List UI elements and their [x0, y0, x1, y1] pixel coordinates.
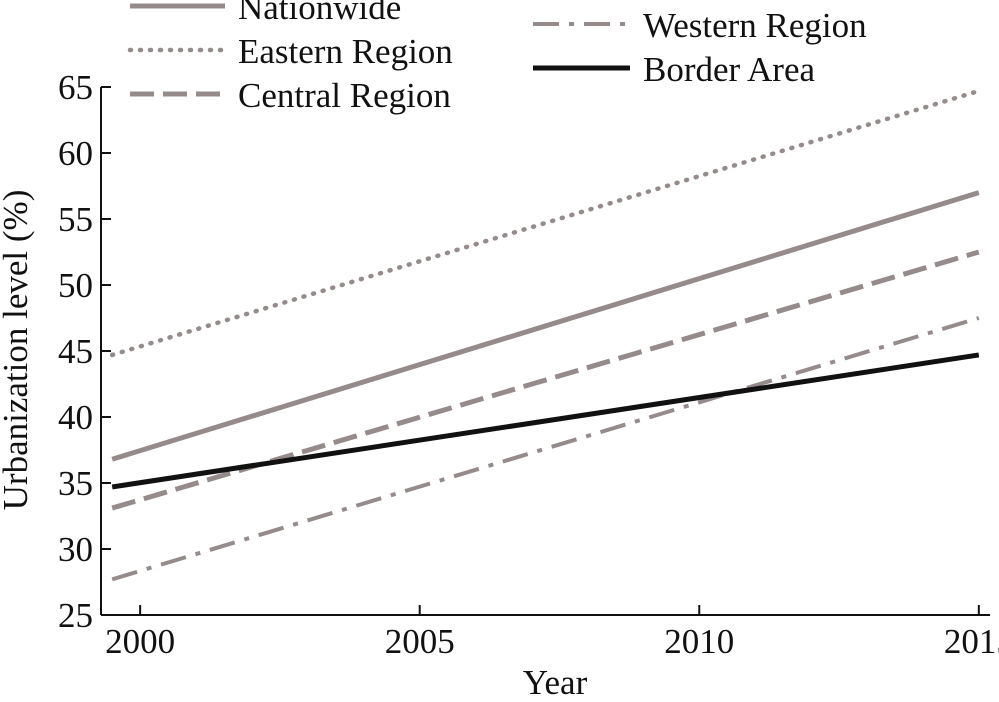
- legend: Nationwide Eastern Region Central Region We…: [127, 0, 867, 115]
- x-tick-label: 2000: [105, 622, 175, 661]
- y-tick-label: 55: [58, 200, 93, 239]
- y-tick-label: 45: [58, 332, 93, 371]
- x-tick-label: 2015: [944, 622, 999, 661]
- series-line-eastern-region: [109, 88, 982, 358]
- series-line-western-region: [111, 316, 980, 582]
- legend-item-eastern-region: Eastern Region: [127, 32, 453, 71]
- legend-item-nationwide: Nationwide: [130, 0, 401, 27]
- series-line-border-area: [111, 352, 980, 490]
- legend-label-western-region: Western Region: [643, 6, 867, 45]
- y-tick-label: 60: [58, 134, 93, 173]
- legend-item-western-region: Western Region: [533, 6, 867, 45]
- series-line-nationwide: [111, 190, 980, 462]
- legend-item-border-area: Border Area: [533, 50, 815, 89]
- x-tick-label: 2010: [664, 622, 734, 661]
- y-tick-label: 50: [58, 266, 93, 305]
- legend-label-central-region: Central Region: [238, 76, 451, 115]
- legend-label-border-area: Border Area: [643, 50, 815, 89]
- x-tick-label: 2005: [385, 622, 455, 661]
- y-axis-title: Urbanization level (%): [0, 190, 35, 511]
- y-tick-label: 25: [58, 596, 93, 635]
- y-tick-label: 30: [58, 530, 93, 569]
- y-tick-label: 65: [58, 68, 93, 107]
- axes: 25 30 35 40 45 50 55 60 65 2000 2005 2010 2015: [58, 68, 999, 661]
- legend-item-central-region: Central Region: [130, 76, 451, 115]
- legend-label-eastern-region: Eastern Region: [238, 32, 453, 71]
- y-tick-label: 35: [58, 464, 93, 503]
- y-tick-label: 40: [58, 398, 93, 437]
- legend-label-nationwide: Nationwide: [238, 0, 401, 27]
- series-lines: [109, 88, 982, 582]
- x-axis-title: Year: [523, 663, 588, 697]
